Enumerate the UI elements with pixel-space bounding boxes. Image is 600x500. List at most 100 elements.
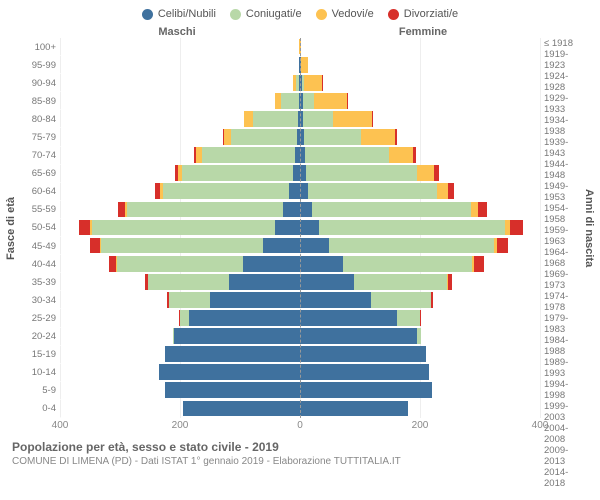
birth-year-label: 1969-1973 [540,269,582,291]
bar-row [300,201,540,219]
bar-row [60,364,300,382]
age-label: 45-49 [18,237,60,255]
legend-swatch-icon [230,9,241,20]
legend-item: Celibi/Nubili [142,8,216,20]
bar-segment [329,238,494,254]
bar-segment [471,202,478,218]
birth-year-label: 1939-1943 [540,137,582,159]
bar-row [60,147,300,165]
x-ticks: 4002000200400 [60,420,540,434]
legend-label: Divorziati/e [404,8,458,20]
bar-segment [300,274,354,290]
legend-item: Divorziati/e [388,8,458,20]
chart-container: Celibi/Nubili Coniugati/e Vedovi/e Divorzia… [0,0,600,500]
center-axis-line [300,38,301,418]
bar-segment [417,165,434,181]
bar-segment [283,202,300,218]
bar-segment [497,238,508,254]
bar-segment [300,238,329,254]
y-axis-label-left: Fasce di età [4,38,18,418]
bar-segment [300,364,429,380]
age-label: 100+ [18,38,60,56]
bar-segment [169,292,210,308]
age-label: 75-79 [18,128,60,146]
bar-segment [163,183,289,199]
bar-row [300,219,540,237]
bar-row [300,128,540,146]
bar-row [300,237,540,255]
bar-segment [224,129,231,145]
birth-year-label: 1919-1923 [540,49,582,71]
birth-year-label: 2014-2018 [540,467,582,489]
bar-segment [343,256,472,272]
bar-row [300,346,540,364]
column-headers: Maschi Femmine [4,26,596,38]
birth-year-label: 2009-2013 [540,445,582,467]
legend-label: Coniugati/e [246,8,302,20]
birth-year-label: 1979-1983 [540,313,582,335]
bar-segment [437,183,448,199]
bar-row [60,38,300,56]
bar-segment [253,111,298,127]
chart-area: Fasce di età 100+95-9990-9485-8980-8475-… [4,38,596,418]
bar-segment [431,292,433,308]
bar-segment [510,220,523,236]
bar-row [300,110,540,128]
bar-row [300,291,540,309]
legend-item: Vedovi/e [316,8,374,20]
bar-segment [354,274,447,290]
bar-segment [303,111,333,127]
bar-segment [127,202,283,218]
age-label: 20-24 [18,328,60,346]
bar-segment [333,111,372,127]
bar-segment [304,129,361,145]
bars-region [60,38,540,418]
bar-row [60,56,300,74]
bar-segment [312,202,471,218]
female-side [300,38,540,418]
bar-row [60,110,300,128]
age-label: 25-29 [18,309,60,327]
bar-segment [413,147,416,163]
bar-row [60,92,300,110]
birth-year-label: 1934-1938 [540,115,582,137]
header-female: Femmine [300,26,546,38]
bar-segment [243,256,300,272]
bar-segment [417,328,421,344]
bar-segment [244,111,253,127]
bar-segment [308,183,437,199]
bar-segment [300,292,371,308]
bar-row [300,56,540,74]
age-label: 85-89 [18,92,60,110]
bar-segment [448,183,454,199]
caption: Popolazione per età, sesso e stato civil… [4,440,596,467]
bar-segment [361,129,396,145]
bar-segment [183,401,300,417]
bar-segment [300,346,426,362]
bar-segment [305,147,389,163]
bar-segment [118,202,125,218]
birth-year-labels: ≤ 19181919-19231924-19281929-19331934-19… [540,38,582,418]
bar-row [60,128,300,146]
bar-segment [420,310,421,326]
bar-segment [300,256,343,272]
birth-year-label: 1984-1988 [540,335,582,357]
bar-segment [395,129,397,145]
birth-year-label: 1959-1963 [540,225,582,247]
bar-segment [79,220,90,236]
bar-segment [300,202,312,218]
age-label: 10-14 [18,364,60,382]
age-label: 0-4 [18,400,60,418]
bar-row [300,309,540,327]
age-label: 50-54 [18,219,60,237]
legend-swatch-icon [316,9,327,20]
bar-segment [478,202,486,218]
bar-segment [281,93,299,109]
legend-label: Celibi/Nubili [158,8,216,20]
bar-segment [90,238,100,254]
bar-row [60,219,300,237]
age-label: 40-44 [18,255,60,273]
bar-segment [300,401,408,417]
bar-segment [347,93,348,109]
age-label: 35-39 [18,273,60,291]
